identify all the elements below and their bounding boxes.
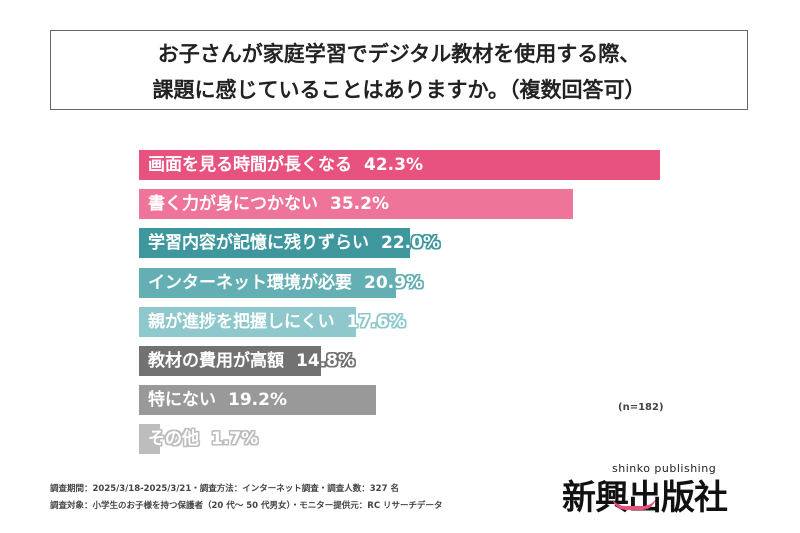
title-line-1: お子さんが家庭学習でデジタル教材を使用する際、 xyxy=(157,42,641,66)
bar-label: 画面を見る時間が長くなる 42.3% xyxy=(148,150,423,180)
category-label: 親が進捗を把握しにくい xyxy=(148,311,335,332)
value-label: 14.8% xyxy=(296,351,355,371)
sample-size-note: (n=182) xyxy=(618,402,664,413)
category-label: 書く力が身につかない xyxy=(148,194,318,215)
category-label: その他 xyxy=(148,429,199,450)
bar-label: 教材の費用が高額 14.8% xyxy=(148,346,355,376)
category-label: 教材の費用が高額 xyxy=(148,351,284,371)
bar-label: 学習内容が記憶に残りずらい 22.0% xyxy=(148,228,440,258)
value-label: 35.2% xyxy=(330,194,389,215)
category-label: 学習内容が記憶に残りずらい xyxy=(148,233,369,254)
logo-smile-mark xyxy=(612,496,656,510)
bar-label: 特にない 19.2% xyxy=(148,385,287,415)
bar xyxy=(139,150,661,180)
logo-english: shinko publishing xyxy=(612,462,717,475)
bar-label: 書く力が身につかない 35.2% xyxy=(148,189,389,219)
bar-label: その他 1.7% xyxy=(148,424,258,454)
category-label: インターネット環境が必要 xyxy=(148,272,352,293)
bar xyxy=(139,267,397,298)
bar-label: インターネット環境が必要 20.9% xyxy=(148,268,423,298)
bar xyxy=(139,346,322,376)
shinko-publishing-logo: 新興出版社 shinko publishing xyxy=(562,460,762,518)
value-label: 20.9% xyxy=(364,272,423,293)
title-line-2: 課題に感じていることはありますか。（複数回答可） xyxy=(152,78,646,102)
logo-japanese: 新興出版社 xyxy=(562,478,728,518)
category-label: 画面を見る時間が長くなる xyxy=(148,155,352,175)
value-label: 22.0% xyxy=(381,233,440,254)
bar xyxy=(139,385,376,416)
bar-label: 親が進捗を把握しにくい 17.6% xyxy=(148,307,406,337)
survey-info-line-1: 調査期間：2025/3/18-2025/3/21・調査方法：インターネット調査・… xyxy=(50,484,399,494)
value-label: 1.7% xyxy=(211,429,259,450)
category-label: 特にない xyxy=(148,390,216,411)
value-label: 42.3% xyxy=(364,155,423,175)
bar xyxy=(139,306,356,337)
chart-title: お子さんが家庭学習でデジタル教材を使用する際、 課題に感じていることはありますか… xyxy=(50,30,748,110)
survey-info-line-2: 調査対象：小学生のお子様を持つ保護者（20 代～ 50 代男女）・モニター提供元… xyxy=(50,501,443,511)
bar xyxy=(139,228,411,259)
value-label: 17.6% xyxy=(346,311,406,332)
value-label: 19.2% xyxy=(228,390,287,411)
bar xyxy=(139,189,573,220)
bar xyxy=(139,424,160,455)
